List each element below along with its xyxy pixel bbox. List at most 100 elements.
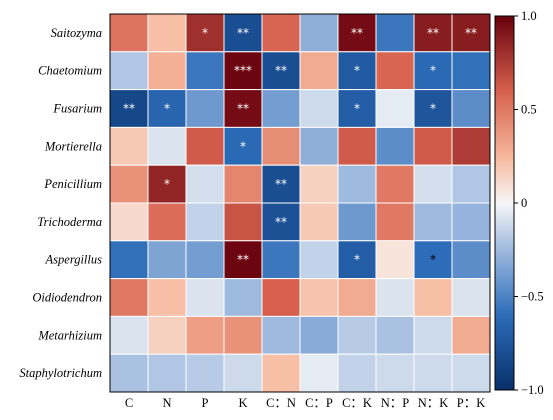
heatmap-cell	[223, 240, 263, 280]
colorbar-tick-label: 1.0	[521, 9, 537, 23]
colorbar-tick-label: 0.5	[521, 103, 537, 117]
heatmap-cell	[375, 164, 415, 204]
heatmap-cell	[413, 202, 453, 242]
heatmap-cell	[185, 164, 225, 204]
heatmap-cell	[261, 240, 301, 280]
heatmap-cell	[261, 202, 301, 242]
heatmap-cell	[299, 164, 339, 204]
heatmap-cell	[185, 51, 225, 91]
column-label: C：K	[342, 396, 372, 410]
row-label: Chaetomium	[38, 64, 102, 78]
heatmap-cell	[109, 164, 149, 204]
colorbar-tick-label: 0	[521, 196, 527, 210]
heatmap-cell	[337, 164, 377, 204]
row-label: Saitozyma	[51, 26, 102, 40]
column-label: N：P	[381, 396, 410, 410]
significance-star: **	[427, 26, 439, 40]
heatmap-cell	[109, 202, 149, 242]
heatmap-cell	[147, 126, 187, 166]
significance-star: **	[237, 102, 249, 116]
heatmap-cell	[299, 51, 339, 91]
heatmap-cell	[413, 164, 453, 204]
heatmap-cell	[185, 126, 225, 166]
heatmap-cell	[337, 315, 377, 355]
heatmap-cell	[451, 89, 491, 128]
heatmap-cell	[451, 202, 491, 242]
heatmap-cell	[185, 202, 225, 242]
heatmap-cell	[223, 315, 263, 355]
heatmap-cell	[375, 13, 415, 53]
row-label: Penicillium	[43, 177, 102, 191]
heatmap-cell	[109, 51, 149, 91]
heatmap-cell	[109, 89, 149, 128]
column-label: P：K	[457, 396, 485, 410]
row-label: Trichoderma	[37, 215, 102, 229]
row-label: Metarhizium	[37, 328, 102, 342]
heatmap-cell	[109, 353, 149, 393]
heatmap-cell	[337, 240, 377, 280]
significance-star: *	[430, 253, 436, 267]
heatmap-cell	[185, 89, 225, 128]
column-label: K	[238, 396, 247, 410]
significance-star: **	[237, 253, 249, 267]
heatmap-cell	[299, 353, 339, 393]
significance-star: **	[275, 64, 287, 78]
heatmap-cell	[109, 240, 149, 280]
heatmap-cell	[261, 278, 301, 317]
heatmap-cell	[147, 240, 187, 280]
colorbar-tick-label: −0.5	[521, 290, 544, 304]
row-labels: Saitozyma Chaetomium Fusarium Mortierella Pe…	[19, 26, 102, 380]
heatmap-cell	[337, 51, 377, 91]
heatmap-cell	[261, 353, 301, 393]
heatmap-cell	[375, 278, 415, 317]
heatmap-cell	[413, 126, 453, 166]
heatmap-cell	[185, 315, 225, 355]
heatmap-cell	[375, 51, 415, 91]
heatmap-cell	[261, 126, 301, 166]
significance-star: *	[240, 139, 246, 153]
heatmap-cell	[109, 13, 149, 53]
heatmap-cell	[147, 353, 187, 393]
heatmap-cell	[413, 315, 453, 355]
column-labels: C N P K C：N C：P C：K N：P N：K P：K	[125, 396, 485, 410]
significance-star: **	[275, 177, 287, 191]
heatmap-cell	[147, 13, 187, 53]
heatmap-cell	[223, 51, 263, 91]
heatmap-frame	[109, 13, 491, 393]
row-label: Aspergillus	[45, 253, 103, 267]
heatmap-cell	[337, 353, 377, 393]
heatmap-cell	[413, 240, 453, 280]
significance-star: *	[354, 64, 360, 78]
column-label: P	[202, 396, 209, 410]
heatmap-cell	[375, 89, 415, 128]
column-label: C：P	[305, 396, 333, 410]
heatmap-cell	[299, 315, 339, 355]
heatmap-cell	[185, 13, 225, 53]
heatmap-cell	[147, 164, 187, 204]
heatmap-cell	[109, 278, 149, 317]
heatmap-cell	[451, 353, 491, 393]
heatmap-cell	[337, 126, 377, 166]
heatmap-cell	[299, 240, 339, 280]
heatmap-cell	[223, 353, 263, 393]
heatmap-cell	[261, 164, 301, 204]
significance-star: ***	[234, 64, 252, 78]
heatmap-cell	[413, 89, 453, 128]
heatmap-cell	[375, 315, 415, 355]
significance-star: *	[164, 102, 170, 116]
significance-star: *	[202, 26, 208, 40]
heatmap-cell	[413, 353, 453, 393]
heatmap-cell	[261, 315, 301, 355]
significance-star: **	[123, 102, 135, 116]
row-label: Oidiodendron	[32, 291, 102, 305]
colorbar-tick-label: −1.0	[521, 383, 544, 397]
heatmap-cell	[375, 240, 415, 280]
heatmap-cells: * ** ** ** ***** ** * *** * ** * *** ****** * *	[109, 13, 491, 393]
heatmap-cell	[185, 353, 225, 393]
heatmap-cell	[299, 126, 339, 166]
heatmap-cell	[299, 13, 339, 53]
significance-star: *	[354, 102, 360, 116]
heatmap-cell	[147, 202, 187, 242]
heatmap-cell	[299, 89, 339, 128]
